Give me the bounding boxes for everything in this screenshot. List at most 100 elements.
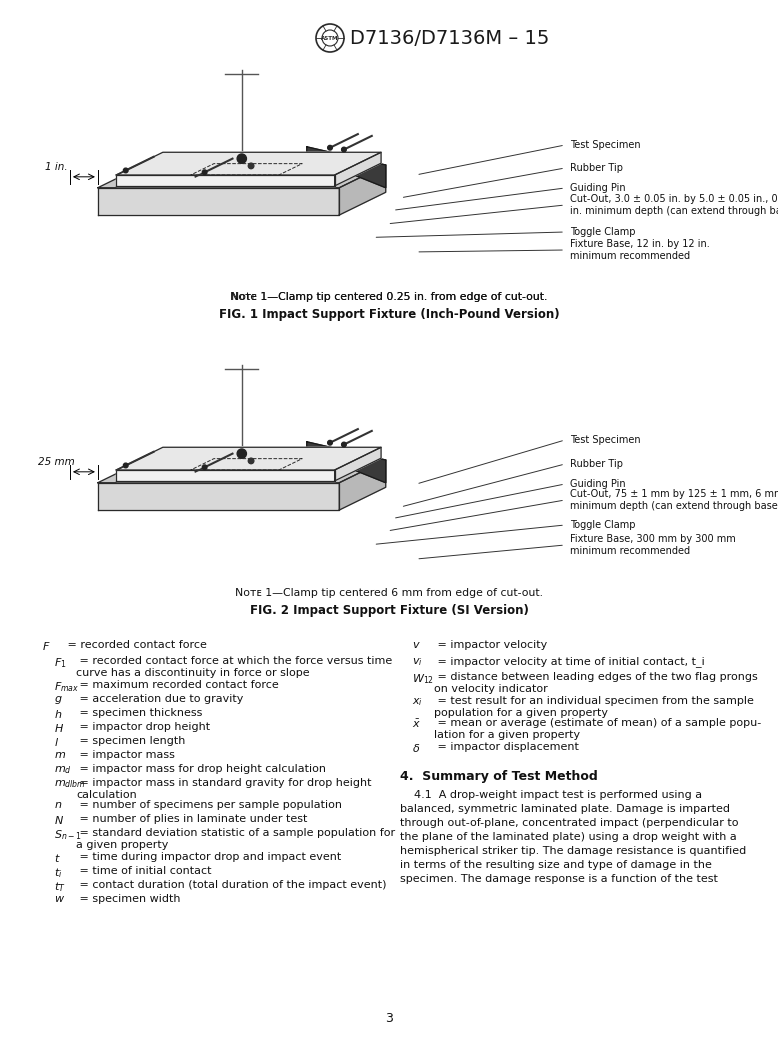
Text: = specimen thickness: = specimen thickness [76,708,202,718]
Polygon shape [98,483,339,510]
Text: $m$: $m$ [54,750,66,760]
Circle shape [342,442,346,447]
Text: = impactor mass in standard gravity for drop height
calculation: = impactor mass in standard gravity for … [76,778,372,799]
Text: Guiding Pin: Guiding Pin [570,479,626,489]
Text: Nᴏᴛᴇ 1—Clamp tip centered 6 mm from edge of cut-out.: Nᴏᴛᴇ 1—Clamp tip centered 6 mm from edge… [235,588,543,598]
Text: $F$: $F$ [42,640,51,652]
Polygon shape [117,175,335,186]
Text: $g$: $g$ [54,694,63,706]
Text: Toggle Clamp: Toggle Clamp [570,227,636,237]
Text: balanced, symmetric laminated plate. Damage is imparted: balanced, symmetric laminated plate. Dam… [400,804,730,814]
Text: Test Specimen: Test Specimen [570,435,640,445]
Circle shape [237,449,247,458]
Text: $v_i$: $v_i$ [412,656,422,667]
Text: $N$: $N$ [54,814,64,826]
Text: Fixture Base, 12 in. by 12 in.
minimum recommended: Fixture Base, 12 in. by 12 in. minimum r… [570,239,710,261]
Text: 1 in.: 1 in. [45,162,68,172]
Text: 4.1  A drop-weight impact test is performed using a: 4.1 A drop-weight impact test is perform… [400,790,702,799]
Text: Rubber Tip: Rubber Tip [570,163,623,173]
Text: specimen. The damage response is a function of the test: specimen. The damage response is a funct… [400,874,718,884]
Text: Guiding Pin: Guiding Pin [570,183,626,193]
Text: = test result for an individual specimen from the sample
population for a given : = test result for an individual specimen… [434,696,754,717]
Text: = number of specimens per sample population: = number of specimens per sample populat… [76,799,342,810]
Polygon shape [339,460,386,510]
Text: Toggle Clamp: Toggle Clamp [570,520,636,530]
Text: FIG. 1 Impact Support Fixture (Inch-Pound Version): FIG. 1 Impact Support Fixture (Inch-Poun… [219,308,559,321]
Text: $t_T$: $t_T$ [54,880,65,894]
Text: in terms of the resulting size and type of damage in the: in terms of the resulting size and type … [400,860,712,870]
Text: = impactor mass for drop height calculation: = impactor mass for drop height calculat… [76,764,326,775]
Polygon shape [307,147,386,187]
Text: $\bar{x}$: $\bar{x}$ [412,718,421,730]
Polygon shape [117,152,381,175]
Text: $t$: $t$ [54,852,61,864]
Polygon shape [339,166,386,215]
Circle shape [202,465,207,469]
Circle shape [342,147,346,152]
Text: = impactor mass: = impactor mass [76,750,175,760]
Text: 3: 3 [385,1012,393,1024]
Text: Rubber Tip: Rubber Tip [570,459,623,469]
Text: $m_{dlbm}$: $m_{dlbm}$ [54,778,86,790]
Text: $v$: $v$ [412,640,421,650]
Text: = recorded contact force: = recorded contact force [64,640,207,650]
Polygon shape [335,448,381,481]
Text: = impactor velocity at time of initial contact, t_i: = impactor velocity at time of initial c… [434,656,705,667]
Circle shape [328,440,332,446]
Text: = distance between leading edges of the two flag prongs
on velocity indicator: = distance between leading edges of the … [434,672,758,693]
Text: $W_{12}$: $W_{12}$ [412,672,434,686]
Circle shape [202,170,207,175]
Polygon shape [307,441,386,483]
Circle shape [124,169,128,173]
Text: = impactor drop height: = impactor drop height [76,722,210,732]
Text: = impactor displacement: = impactor displacement [434,742,579,752]
Text: = standard deviation statistic of a sample population for
a given property: = standard deviation statistic of a samp… [76,828,395,849]
Text: = recorded contact force at which the force versus time
curve has a discontinuit: = recorded contact force at which the fo… [76,656,392,678]
Text: $n$: $n$ [54,799,62,810]
Text: Test Specimen: Test Specimen [570,139,640,150]
Text: $w$: $w$ [54,894,65,904]
Text: Nᴏᴛᴇ 1—Clamp tip centered 0.25 in. from edge of cut-out.: Nᴏᴛᴇ 1—Clamp tip centered 0.25 in. from … [230,291,548,302]
Polygon shape [335,152,381,186]
Text: = time during impactor drop and impact event: = time during impactor drop and impact e… [76,852,342,862]
Text: $H$: $H$ [54,722,64,734]
Text: = mean or average (estimate of mean) of a sample popu-
lation for a given proper: = mean or average (estimate of mean) of … [434,718,761,739]
Polygon shape [98,166,386,187]
Text: D7136/D7136M – 15: D7136/D7136M – 15 [350,28,549,48]
Text: $x_i$: $x_i$ [412,696,423,708]
Text: = contact duration (total duration of the impact event): = contact duration (total duration of th… [76,880,387,890]
Polygon shape [98,187,339,215]
Circle shape [124,463,128,467]
Circle shape [248,163,254,169]
Text: = time of initial contact: = time of initial contact [76,866,212,875]
Polygon shape [117,469,335,481]
Text: = impactor velocity: = impactor velocity [434,640,547,650]
Text: Cut-Out, 3.0 ± 0.05 in. by 5.0 ± 0.05 in., 0.25
in. minimum depth (can extend th: Cut-Out, 3.0 ± 0.05 in. by 5.0 ± 0.05 in… [570,195,778,215]
Text: $h$: $h$ [54,708,62,720]
Text: $m_d$: $m_d$ [54,764,72,776]
Text: hemispherical striker tip. The damage resistance is quantified: hemispherical striker tip. The damage re… [400,846,746,856]
Text: $l$: $l$ [54,736,59,748]
Text: = specimen length: = specimen length [76,736,185,746]
Text: = number of plies in laminate under test: = number of plies in laminate under test [76,814,307,824]
Text: $F_1$: $F_1$ [54,656,67,669]
Text: = maximum recorded contact force: = maximum recorded contact force [76,680,279,690]
Text: 25 mm: 25 mm [37,457,75,467]
Text: $t_i$: $t_i$ [54,866,62,880]
Text: ASTM: ASTM [321,35,338,41]
Text: Cut-Out, 75 ± 1 mm by 125 ± 1 mm, 6 mm
minimum depth (can extend through base): Cut-Out, 75 ± 1 mm by 125 ± 1 mm, 6 mm m… [570,489,778,511]
Polygon shape [117,448,381,469]
Text: 4.  Summary of Test Method: 4. Summary of Test Method [400,770,598,783]
Text: $F_{max}$: $F_{max}$ [54,680,79,693]
Text: the plane of the laminated plate) using a drop weight with a: the plane of the laminated plate) using … [400,832,737,842]
Text: = specimen width: = specimen width [76,894,180,904]
Circle shape [248,458,254,463]
Text: $\delta$: $\delta$ [412,742,420,754]
Polygon shape [98,460,386,483]
Text: $S_{n-1}$: $S_{n-1}$ [54,828,82,842]
Text: = acceleration due to gravity: = acceleration due to gravity [76,694,244,704]
Text: FIG. 2 Impact Support Fixture (SI Version): FIG. 2 Impact Support Fixture (SI Versio… [250,604,528,617]
Circle shape [237,154,247,163]
Circle shape [328,146,332,150]
Text: through out-of-plane, concentrated impact (perpendicular to: through out-of-plane, concentrated impac… [400,818,738,828]
